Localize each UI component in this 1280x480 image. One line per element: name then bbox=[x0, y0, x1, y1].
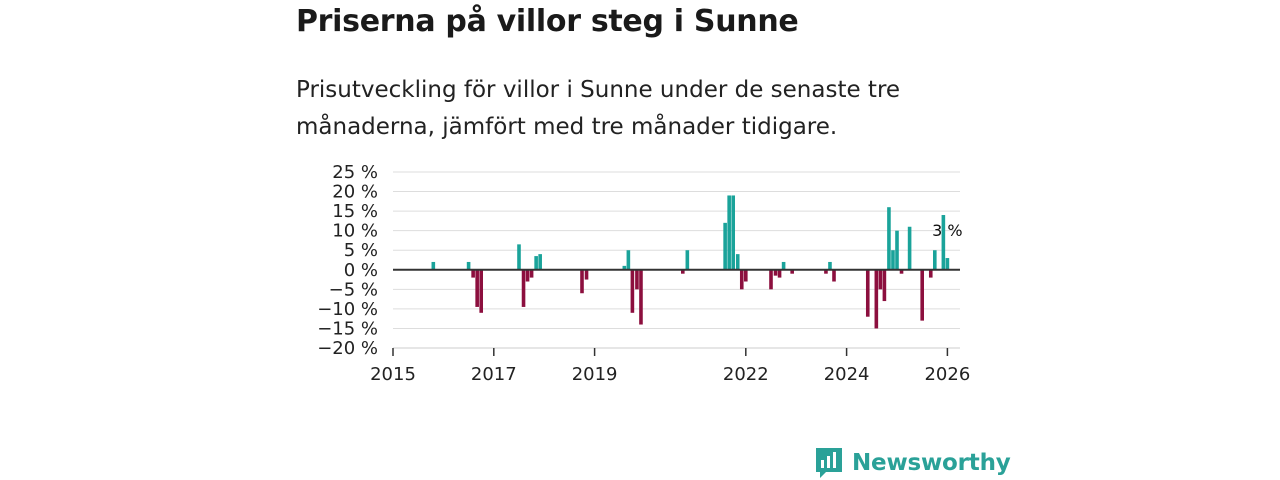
brand-name: Newsworthy bbox=[852, 450, 1011, 476]
bar-positive bbox=[941, 215, 946, 270]
bar-positive bbox=[891, 250, 895, 270]
bar-negative bbox=[525, 269, 530, 282]
x-tick-label: 2015 bbox=[370, 364, 416, 385]
bar-positive bbox=[685, 250, 690, 270]
bar-negative bbox=[920, 269, 924, 321]
bar-negative bbox=[882, 269, 887, 302]
axes bbox=[392, 268, 960, 356]
bar-positive bbox=[735, 254, 740, 270]
bar-negative bbox=[529, 269, 534, 278]
y-tick-label: −15 % bbox=[317, 318, 378, 339]
bar-negative bbox=[635, 269, 639, 290]
bar-negative bbox=[777, 269, 782, 278]
bar-positive bbox=[466, 261, 471, 270]
bar-negative bbox=[479, 269, 483, 313]
bar-chart: 25 %20 %15 %10 %5 %0 %−5 %−10 %−15 %−20 … bbox=[317, 162, 970, 385]
bar-negative bbox=[739, 269, 744, 290]
newsworthy-icon bbox=[816, 448, 842, 478]
y-tick-label: −20 % bbox=[317, 338, 378, 359]
bar-negative bbox=[824, 269, 828, 274]
x-tick-label: 2026 bbox=[924, 364, 970, 385]
bar-positive bbox=[828, 261, 832, 270]
bar-negative bbox=[630, 269, 635, 313]
bar-negative bbox=[773, 269, 778, 276]
bar-negative bbox=[744, 269, 748, 282]
bar-positive bbox=[907, 226, 912, 270]
last-value-label: 3 % bbox=[932, 221, 962, 240]
bar-positive bbox=[723, 222, 727, 270]
bar-negative bbox=[928, 269, 933, 278]
newsworthy-logo: Newsworthy bbox=[814, 446, 1011, 480]
bar-positive bbox=[517, 244, 521, 270]
bar-positive bbox=[538, 254, 542, 270]
x-tick-label: 2019 bbox=[572, 364, 618, 385]
y-tick-label: −10 % bbox=[317, 299, 378, 320]
bar-negative bbox=[790, 269, 794, 274]
y-tick-label: 20 % bbox=[332, 182, 378, 203]
y-tick-label: 0 % bbox=[344, 260, 378, 281]
bar-positive bbox=[945, 258, 950, 270]
bar-negative bbox=[874, 269, 879, 329]
bar-positive bbox=[622, 265, 627, 270]
bar-negative bbox=[521, 269, 526, 307]
bar-positive bbox=[626, 250, 631, 270]
bar-positive bbox=[781, 261, 786, 270]
bar-positive bbox=[887, 207, 891, 270]
chart-subtitle: Prisutveckling för villor i Sunne under … bbox=[296, 77, 901, 140]
x-tick-label: 2017 bbox=[471, 364, 517, 385]
x-tick-label: 2022 bbox=[723, 364, 769, 385]
bar-negative bbox=[681, 269, 685, 274]
bar-positive bbox=[933, 250, 937, 270]
bar-positive bbox=[731, 195, 735, 270]
bar-positive bbox=[727, 195, 731, 270]
bar-negative bbox=[584, 269, 589, 280]
bar-negative bbox=[832, 269, 836, 282]
bar-positive bbox=[431, 261, 436, 270]
bar-negative bbox=[639, 269, 643, 325]
bars bbox=[431, 195, 950, 329]
y-tick-label: −5 % bbox=[329, 279, 378, 300]
y-tick-label: 25 % bbox=[332, 162, 378, 183]
bar-negative bbox=[899, 269, 904, 274]
bar-negative bbox=[865, 269, 870, 317]
chart-title: Priserna på villor steg i Sunne bbox=[296, 4, 799, 39]
y-tick-label: 10 % bbox=[332, 221, 378, 242]
y-tick-label: 5 % bbox=[344, 240, 378, 261]
bar-negative bbox=[471, 269, 475, 278]
y-tick-label: 15 % bbox=[332, 201, 378, 222]
labels: 25 %20 %15 %10 %5 %0 %−5 %−10 %−15 %−20 … bbox=[317, 162, 970, 385]
bar-positive bbox=[534, 256, 538, 270]
bar-negative bbox=[475, 269, 479, 307]
bar-negative bbox=[769, 269, 773, 290]
bar-positive bbox=[895, 230, 899, 270]
bar-negative bbox=[580, 269, 584, 294]
bar-negative bbox=[878, 269, 883, 290]
x-tick-label: 2024 bbox=[824, 364, 870, 385]
